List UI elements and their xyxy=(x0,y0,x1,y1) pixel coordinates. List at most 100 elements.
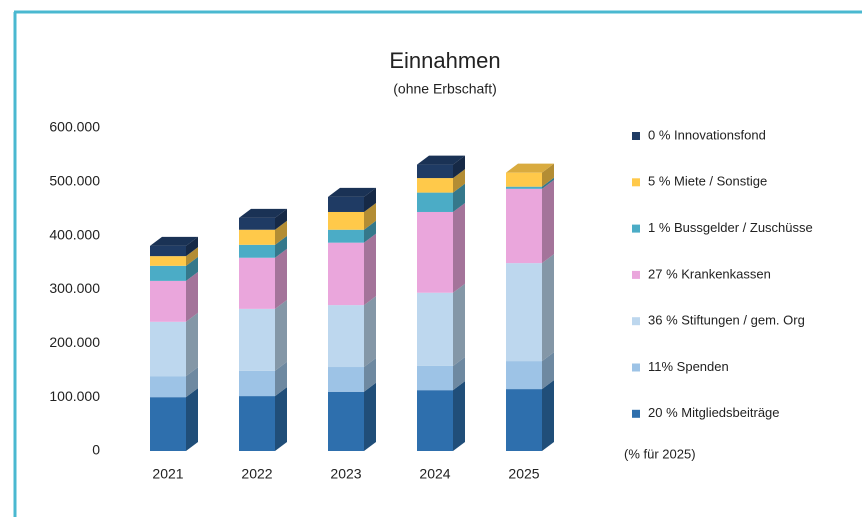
bar-side xyxy=(542,380,554,451)
y-tick-label: 600.000 xyxy=(49,119,100,135)
bar-segment xyxy=(150,245,186,257)
legend-swatch xyxy=(632,224,640,233)
bar-side xyxy=(364,382,376,451)
bar-side xyxy=(453,283,465,366)
bar-segment xyxy=(506,389,542,451)
bar-side xyxy=(186,247,198,266)
chart-title: Einnahmen xyxy=(389,48,500,73)
bar-top xyxy=(417,155,465,165)
bar-segment xyxy=(150,376,186,398)
annotation: (% für 2025) xyxy=(624,446,696,461)
legend-label: 11% Spenden xyxy=(648,359,729,374)
bar-side xyxy=(275,235,287,258)
legend-swatch xyxy=(632,178,640,187)
legend-label: 36 % Stiftungen / gem. Org xyxy=(648,313,805,328)
bar-side xyxy=(542,177,554,189)
x-tick-label: 2021 xyxy=(152,466,183,482)
bar-segment xyxy=(150,397,186,451)
bar-side xyxy=(453,155,465,179)
bar-side xyxy=(186,271,198,322)
bar-side xyxy=(453,356,465,391)
bar-side xyxy=(275,299,287,371)
bar-side xyxy=(364,220,376,243)
bar-side xyxy=(364,202,376,230)
y-tick-label: 300.000 xyxy=(49,280,100,296)
bar-segment xyxy=(506,186,542,189)
legend-swatch xyxy=(632,409,640,418)
legend-swatch xyxy=(632,363,640,372)
bar-side xyxy=(275,387,287,451)
y-tick-label: 500.000 xyxy=(49,173,100,189)
bar-segment xyxy=(506,188,542,264)
bar-segment xyxy=(417,178,453,193)
bar-side xyxy=(453,183,465,212)
y-tick-label: 100.000 xyxy=(49,388,100,404)
bar-segment xyxy=(417,192,453,212)
x-tick-label: 2022 xyxy=(241,466,272,482)
bar-segment xyxy=(506,172,542,187)
bar-side xyxy=(275,248,287,309)
bar-segment xyxy=(239,308,275,371)
bar-side xyxy=(542,352,554,390)
x-tick-label: 2024 xyxy=(419,466,450,482)
bar-segment xyxy=(506,263,542,362)
bar-segment xyxy=(328,242,364,306)
legend-swatch xyxy=(632,317,640,326)
bar-side xyxy=(186,256,198,281)
bar-segment xyxy=(239,396,275,451)
bar-side xyxy=(364,296,376,368)
y-tick-label: 200.000 xyxy=(49,334,100,350)
bar-side xyxy=(186,367,198,398)
bar-segment xyxy=(328,367,364,392)
bar-side xyxy=(542,254,554,362)
y-tick-label: 0 xyxy=(92,442,100,458)
bar-side xyxy=(453,169,465,193)
bar-segment xyxy=(417,365,453,391)
bar-segment xyxy=(328,196,364,212)
legend-swatch xyxy=(632,270,640,279)
bar-segment xyxy=(239,370,275,397)
legend-label: 27 % Krankenkassen xyxy=(648,266,771,281)
bar-side xyxy=(275,220,287,245)
bar-segment xyxy=(239,244,275,258)
bar-top xyxy=(506,163,554,173)
x-tick-label: 2023 xyxy=(330,466,361,482)
bar-top xyxy=(239,208,287,218)
bar-segment xyxy=(506,361,542,390)
chart-subtitle: (ohne Erbschaft) xyxy=(393,81,497,97)
y-tick-label: 400.000 xyxy=(49,226,100,242)
legend-label: 20 % Mitgliedsbeiträge xyxy=(648,405,780,420)
bar-top xyxy=(150,236,198,246)
legend-label: 1 % Bussgelder / Zuschüsse xyxy=(648,220,813,235)
bar-segment xyxy=(417,390,453,451)
bar-side xyxy=(453,381,465,451)
bar-top xyxy=(328,187,376,197)
bar-side xyxy=(275,361,287,397)
bar-side xyxy=(186,388,198,451)
bar-segment xyxy=(417,211,453,293)
bar-side xyxy=(364,233,376,306)
bar-segment xyxy=(417,164,453,179)
bar-segment xyxy=(328,391,364,451)
bar-side xyxy=(364,187,376,212)
legend-label: 5 % Miete / Sonstige xyxy=(648,174,767,189)
bar-side xyxy=(275,208,287,230)
bar-side xyxy=(542,179,554,264)
bar-segment xyxy=(150,256,186,266)
legend-label: 0 % Innovationsfond xyxy=(648,127,766,142)
bar-side xyxy=(186,236,198,257)
bar-side xyxy=(186,312,198,377)
bar-segment xyxy=(239,217,275,230)
bar-side xyxy=(453,202,465,293)
bar-side xyxy=(364,358,376,392)
bar-segment xyxy=(150,280,186,322)
bar-segment xyxy=(239,257,275,309)
legend-swatch xyxy=(632,132,640,140)
bar-segment xyxy=(328,211,364,230)
bar-segment xyxy=(328,305,364,368)
x-tick-label: 2025 xyxy=(508,466,539,482)
bar-segment xyxy=(150,321,186,377)
bar-segment xyxy=(417,292,453,366)
bar-segment xyxy=(328,229,364,243)
